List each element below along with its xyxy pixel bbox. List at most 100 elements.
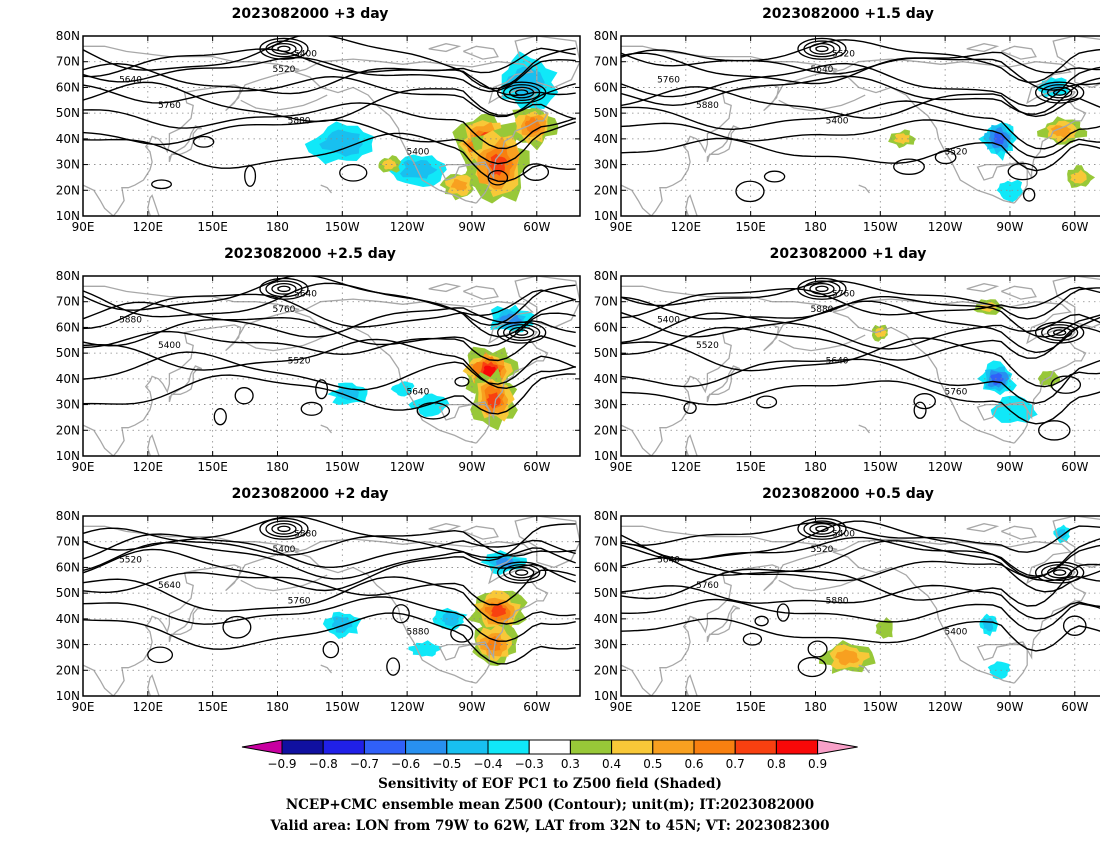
colorbar-swatch bbox=[446, 739, 489, 755]
x-tick-label: 60W bbox=[1061, 460, 1088, 474]
y-tick-label: 10N bbox=[594, 449, 618, 463]
contour-label: 5400 bbox=[273, 545, 296, 555]
contour-line bbox=[797, 37, 847, 60]
contour-line bbox=[1022, 187, 1036, 202]
sensitivity-shading bbox=[331, 616, 354, 633]
coastline bbox=[621, 285, 838, 456]
coastline bbox=[320, 664, 333, 674]
y-tick-label: 80N bbox=[56, 29, 80, 43]
sensitivity-shading bbox=[987, 661, 1011, 680]
y-tick-label: 60N bbox=[594, 560, 618, 574]
contour-line bbox=[83, 569, 576, 606]
contour-line bbox=[151, 179, 172, 190]
coastline bbox=[463, 45, 499, 60]
coastline bbox=[294, 298, 549, 444]
contour-line bbox=[322, 641, 340, 659]
contour-line bbox=[83, 576, 576, 625]
panel-4: 2023082000 +1 day 5760 5880 5400 5520 5640 57… bbox=[578, 246, 1100, 474]
contour-label: 5760 bbox=[832, 290, 855, 300]
contour-line bbox=[497, 81, 547, 104]
x-tick-label: 150E bbox=[197, 220, 228, 234]
contour-line bbox=[213, 408, 227, 426]
contour-line bbox=[83, 289, 576, 330]
coastline bbox=[428, 283, 462, 293]
panel-title: 2023082000 +1.5 day bbox=[762, 6, 934, 22]
x-tick-label: 120W bbox=[390, 700, 425, 714]
coastline bbox=[240, 334, 328, 352]
contour-line bbox=[83, 612, 576, 665]
y-tick-label: 40N bbox=[56, 372, 80, 386]
colorbar-swatch bbox=[775, 739, 819, 755]
coastline bbox=[832, 298, 1087, 444]
x-tick-label: 120W bbox=[928, 220, 963, 234]
contour-line bbox=[1062, 615, 1087, 636]
contour-line bbox=[83, 301, 576, 338]
contour-line bbox=[222, 615, 252, 639]
panel-1: 2023082000 +3 day 5400 5520 5640 5760 5880 54… bbox=[40, 6, 581, 234]
panel-title: 2023082000 +1 day bbox=[769, 246, 927, 262]
x-tick-label: 120E bbox=[133, 220, 164, 234]
contour-line bbox=[83, 541, 576, 580]
contour-line bbox=[1053, 89, 1067, 96]
map-frame bbox=[82, 515, 581, 697]
colorbar-label: 0.8 bbox=[767, 757, 786, 771]
y-tick-label: 50N bbox=[594, 106, 618, 120]
caption-subtitle: NCEP+CMC ensemble mean Z500 (Contour); u… bbox=[285, 797, 815, 813]
coastline bbox=[240, 94, 328, 112]
contour-line bbox=[621, 556, 1100, 582]
contour-line bbox=[497, 321, 547, 344]
y-tick-label: 80N bbox=[594, 509, 618, 523]
contour-label: 5880 bbox=[696, 101, 719, 111]
map-plot: 5760 5880 5400 5520 5640 5760 90E 120E 150E 180 15… bbox=[578, 268, 1100, 474]
y-tick-label: 50N bbox=[594, 586, 618, 600]
contour-line bbox=[509, 326, 535, 339]
contour-line bbox=[509, 86, 535, 99]
contour-line bbox=[815, 45, 829, 53]
x-tick-label: 180 bbox=[266, 460, 289, 474]
contour-line bbox=[809, 523, 835, 535]
colorbar-label: −0.6 bbox=[391, 757, 420, 771]
coastline bbox=[294, 551, 477, 684]
x-tick-label: 90W bbox=[996, 460, 1023, 474]
contour-line bbox=[83, 351, 576, 391]
colorbar-label: −0.5 bbox=[432, 757, 461, 771]
contour-label: 5880 bbox=[119, 315, 142, 325]
colorbar-label: 0.9 bbox=[808, 757, 827, 771]
contour-label: 5880 bbox=[294, 530, 317, 540]
coastline bbox=[685, 194, 698, 216]
contour-line bbox=[1050, 375, 1082, 394]
y-tick-label: 60N bbox=[56, 320, 80, 334]
x-tick-label: 90E bbox=[610, 220, 633, 234]
contour-line bbox=[259, 517, 309, 540]
contour-line bbox=[1047, 566, 1073, 579]
contour-label: 5760 bbox=[158, 101, 181, 111]
contour-line bbox=[265, 520, 303, 538]
contour-line bbox=[83, 62, 576, 97]
coastline bbox=[83, 45, 300, 216]
contour-line bbox=[621, 296, 1100, 338]
coastline bbox=[240, 574, 328, 592]
colorbar-label: −0.7 bbox=[350, 757, 379, 771]
contour-line bbox=[683, 401, 697, 415]
sensitivity-shading bbox=[835, 649, 860, 666]
y-tick-label: 60N bbox=[594, 320, 618, 334]
x-tick-label: 120E bbox=[133, 700, 164, 714]
contour-label: 5520 bbox=[696, 341, 719, 351]
contour-line bbox=[621, 286, 1100, 319]
x-tick-label: 60W bbox=[1061, 700, 1088, 714]
map-frame bbox=[620, 515, 1100, 697]
y-tick-label: 40N bbox=[594, 372, 618, 386]
coastline bbox=[966, 43, 1000, 53]
contour-line bbox=[621, 280, 1100, 320]
map-svg: 5520 5640 5760 5880 5400 5520 90E 120E 150E 180 15… bbox=[594, 29, 1100, 234]
y-tick-label: 10N bbox=[56, 209, 80, 223]
sensitivity-shading bbox=[990, 373, 1005, 386]
coastline bbox=[966, 283, 1000, 293]
colorbar-label: 0.6 bbox=[684, 757, 703, 771]
x-tick-label: 120W bbox=[928, 700, 963, 714]
y-tick-label: 30N bbox=[56, 638, 80, 652]
panel-title: 2023082000 +0.5 day bbox=[762, 486, 934, 502]
coastline bbox=[778, 334, 866, 352]
y-tick-label: 20N bbox=[56, 423, 80, 437]
contour-line bbox=[797, 656, 827, 678]
